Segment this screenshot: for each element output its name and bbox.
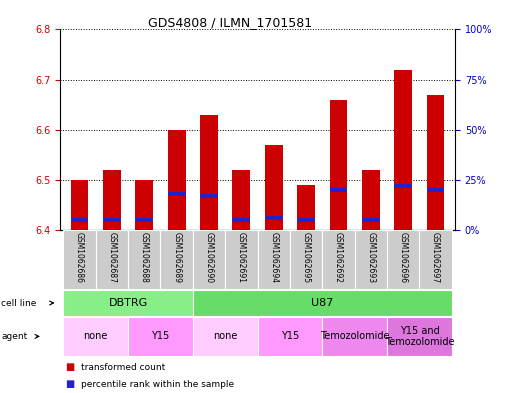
Bar bbox=[103, 170, 121, 230]
Text: Y15 and
Temozolomide: Y15 and Temozolomide bbox=[384, 326, 454, 347]
Text: percentile rank within the sample: percentile rank within the sample bbox=[81, 380, 234, 389]
Bar bbox=[322, 317, 387, 356]
Bar bbox=[265, 216, 282, 220]
Bar bbox=[427, 95, 445, 230]
Bar bbox=[355, 230, 387, 289]
Bar bbox=[265, 145, 282, 230]
Bar bbox=[233, 170, 251, 230]
Text: GSM1062691: GSM1062691 bbox=[237, 231, 246, 283]
Bar bbox=[257, 230, 290, 289]
Text: DBTRG: DBTRG bbox=[108, 298, 147, 308]
Text: GSM1062689: GSM1062689 bbox=[172, 231, 181, 283]
Text: none: none bbox=[84, 331, 108, 342]
Text: GSM1062695: GSM1062695 bbox=[302, 231, 311, 283]
Bar bbox=[63, 290, 193, 316]
Text: transformed count: transformed count bbox=[81, 363, 165, 372]
Bar bbox=[233, 218, 251, 222]
Bar bbox=[419, 230, 452, 289]
Bar bbox=[200, 194, 218, 198]
Text: GSM1062692: GSM1062692 bbox=[334, 231, 343, 283]
Text: Y15: Y15 bbox=[281, 331, 299, 342]
Text: ■: ■ bbox=[65, 362, 75, 373]
Text: GSM1062696: GSM1062696 bbox=[399, 231, 408, 283]
Text: ■: ■ bbox=[65, 379, 75, 389]
Text: GSM1062694: GSM1062694 bbox=[269, 231, 278, 283]
Bar bbox=[297, 185, 315, 230]
Bar bbox=[135, 180, 153, 230]
Bar bbox=[394, 184, 412, 187]
Bar bbox=[290, 230, 322, 289]
Text: GSM1062697: GSM1062697 bbox=[431, 231, 440, 283]
Bar bbox=[257, 317, 322, 356]
Bar bbox=[71, 218, 88, 222]
Bar bbox=[193, 317, 257, 356]
Bar bbox=[193, 230, 225, 289]
Bar bbox=[362, 170, 380, 230]
Bar bbox=[135, 218, 153, 222]
Bar bbox=[103, 218, 121, 222]
Text: none: none bbox=[213, 331, 237, 342]
Text: GSM1062693: GSM1062693 bbox=[366, 231, 376, 283]
Bar bbox=[128, 230, 161, 289]
Text: cell line: cell line bbox=[1, 299, 37, 307]
Bar bbox=[387, 317, 452, 356]
Bar bbox=[96, 230, 128, 289]
Text: Temozolomide: Temozolomide bbox=[320, 331, 390, 342]
Bar bbox=[161, 230, 193, 289]
Bar bbox=[362, 218, 380, 222]
Bar bbox=[322, 230, 355, 289]
Text: GSM1062688: GSM1062688 bbox=[140, 231, 149, 283]
Bar bbox=[427, 188, 445, 191]
Bar bbox=[63, 317, 128, 356]
Text: agent: agent bbox=[1, 332, 27, 341]
Bar bbox=[297, 218, 315, 222]
Text: GSM1062690: GSM1062690 bbox=[204, 231, 213, 283]
Text: GSM1062686: GSM1062686 bbox=[75, 231, 84, 283]
Bar bbox=[329, 100, 347, 230]
Bar bbox=[387, 230, 419, 289]
Text: U87: U87 bbox=[311, 298, 334, 308]
Bar bbox=[63, 230, 96, 289]
Bar bbox=[225, 230, 258, 289]
Text: GDS4808 / ILMN_1701581: GDS4808 / ILMN_1701581 bbox=[148, 16, 312, 29]
Bar bbox=[394, 70, 412, 230]
Bar bbox=[168, 130, 186, 230]
Bar bbox=[193, 290, 452, 316]
Text: Y15: Y15 bbox=[151, 331, 169, 342]
Text: GSM1062687: GSM1062687 bbox=[107, 231, 117, 283]
Bar bbox=[71, 180, 88, 230]
Bar bbox=[329, 188, 347, 191]
Bar bbox=[200, 115, 218, 230]
Bar bbox=[128, 317, 193, 356]
Bar bbox=[168, 192, 186, 196]
